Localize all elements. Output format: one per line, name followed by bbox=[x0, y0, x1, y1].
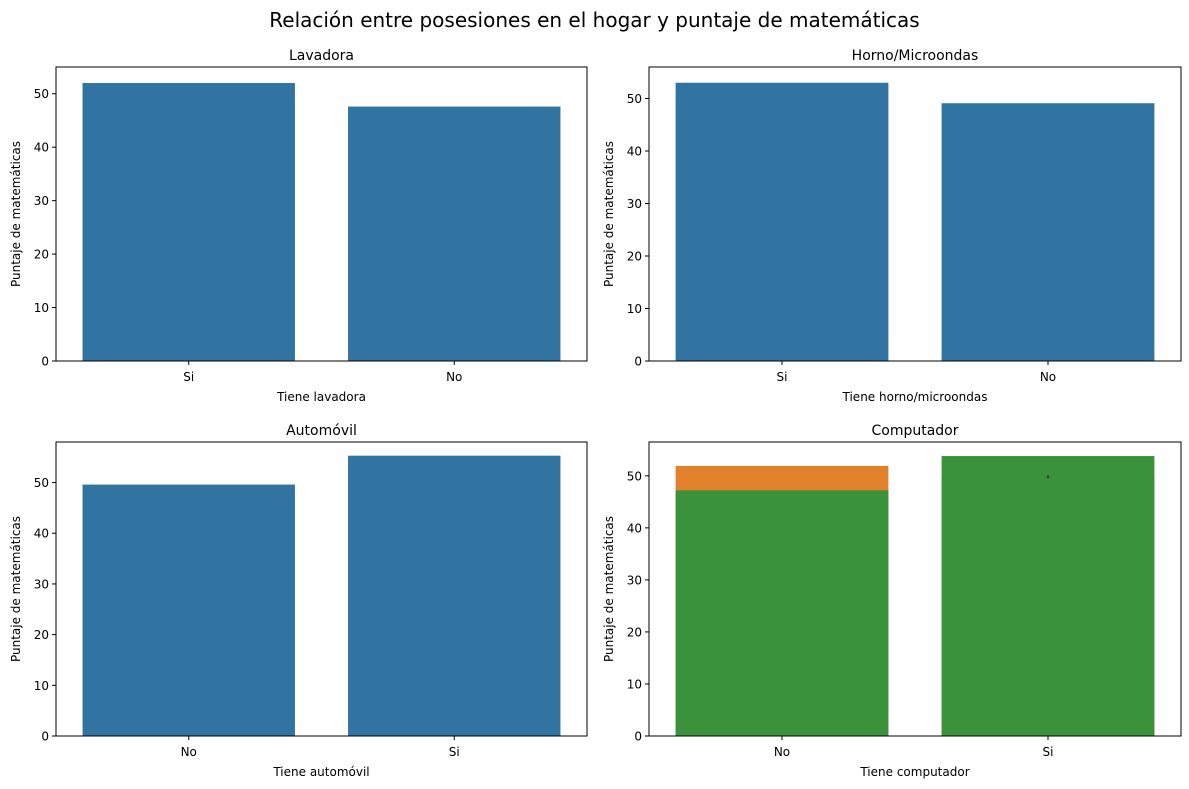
bar-si-series-2[interactable] bbox=[941, 456, 1155, 736]
x-tick-label-no: No bbox=[774, 745, 790, 759]
x-tick-label-si: Si bbox=[183, 370, 194, 384]
bar-no-series-1[interactable] bbox=[82, 484, 295, 736]
y-tick-label: 50 bbox=[627, 469, 642, 483]
bar-no-series-1[interactable] bbox=[941, 103, 1155, 361]
x-axis-label: Tiene automóvil bbox=[272, 765, 369, 779]
subplot-2: 0 10 20 30 40 50 Si No Horno/Microondas Tiene hor… bbox=[602, 48, 1182, 404]
y-tick-label: 0 bbox=[41, 730, 49, 744]
bar-si-series-1[interactable] bbox=[82, 83, 295, 361]
subplot-title: Horno/Microondas bbox=[852, 48, 979, 64]
y-tick-label: 30 bbox=[627, 573, 642, 587]
y-axis-label: Puntaje de matemáticas bbox=[602, 516, 616, 662]
x-tick-label-no: No bbox=[181, 745, 197, 759]
x-axis-label: Tiene computador bbox=[859, 765, 969, 779]
y-tick-label: 10 bbox=[627, 677, 642, 691]
axes-frame bbox=[648, 66, 1182, 362]
x-tick-label-si: Si bbox=[1043, 745, 1054, 759]
y-tick-label: 20 bbox=[627, 625, 642, 639]
x-tick-label-no: No bbox=[446, 370, 462, 384]
bar-no-series-1[interactable] bbox=[348, 106, 561, 361]
y-tick-label: 30 bbox=[34, 194, 49, 208]
bar-si-series-1[interactable] bbox=[348, 455, 561, 736]
y-axis-label: Puntaje de matemáticas bbox=[9, 516, 23, 662]
axes-frame bbox=[55, 441, 588, 737]
y-tick-label: 40 bbox=[627, 521, 642, 535]
y-tick-label: 10 bbox=[34, 301, 49, 315]
y-tick-label: 20 bbox=[627, 250, 642, 264]
x-tick-label-si: Si bbox=[449, 745, 460, 759]
subplot-1: 0 10 20 30 40 50 Si No Lavadora Tiene lavadora Pun… bbox=[9, 48, 588, 404]
x-tick-label-si: Si bbox=[777, 370, 788, 384]
y-tick-label: 40 bbox=[34, 527, 49, 541]
y-tick-label: 40 bbox=[34, 141, 49, 155]
subplot-title: Computador bbox=[871, 423, 958, 439]
y-tick-label: 50 bbox=[627, 92, 642, 106]
y-tick-label: 0 bbox=[634, 355, 642, 369]
y-tick-label: 0 bbox=[41, 355, 49, 369]
y-tick-label: 20 bbox=[34, 628, 49, 642]
axes-frame bbox=[55, 66, 588, 362]
y-tick-label: 20 bbox=[34, 248, 49, 262]
bar-si-series-1[interactable] bbox=[675, 82, 889, 361]
subplot-3: 0 10 20 30 40 50 No Si Automóvil Tiene automóvil P… bbox=[9, 423, 588, 779]
subplot-title: Lavadora bbox=[289, 48, 354, 64]
y-tick-label: 50 bbox=[34, 476, 49, 490]
bar-no-series-2[interactable] bbox=[675, 490, 889, 736]
y-tick-label: 10 bbox=[34, 679, 49, 693]
y-tick-label: 10 bbox=[627, 302, 642, 316]
subplot-4: 0 10 20 30 40 50 No Si Computador Tiene computado… bbox=[602, 423, 1182, 779]
y-tick-label: 40 bbox=[627, 145, 642, 159]
x-tick-label-no: No bbox=[1040, 370, 1056, 384]
y-axis-label: Puntaje de matemáticas bbox=[602, 141, 616, 287]
subplot-title: Automóvil bbox=[286, 423, 357, 439]
y-tick-label: 0 bbox=[634, 730, 642, 744]
axes-frame bbox=[648, 441, 1182, 737]
y-tick-label: 30 bbox=[34, 577, 49, 591]
y-axis-label: Puntaje de matemáticas bbox=[9, 141, 23, 287]
x-axis-label: Tiene lavadora bbox=[276, 390, 366, 404]
x-axis-label: Tiene horno/microondas bbox=[842, 390, 988, 404]
y-tick-label: 30 bbox=[627, 197, 642, 211]
y-tick-label: 50 bbox=[34, 87, 49, 101]
figure-suptitle: Relación entre posesiones en el hogar y … bbox=[269, 8, 919, 32]
